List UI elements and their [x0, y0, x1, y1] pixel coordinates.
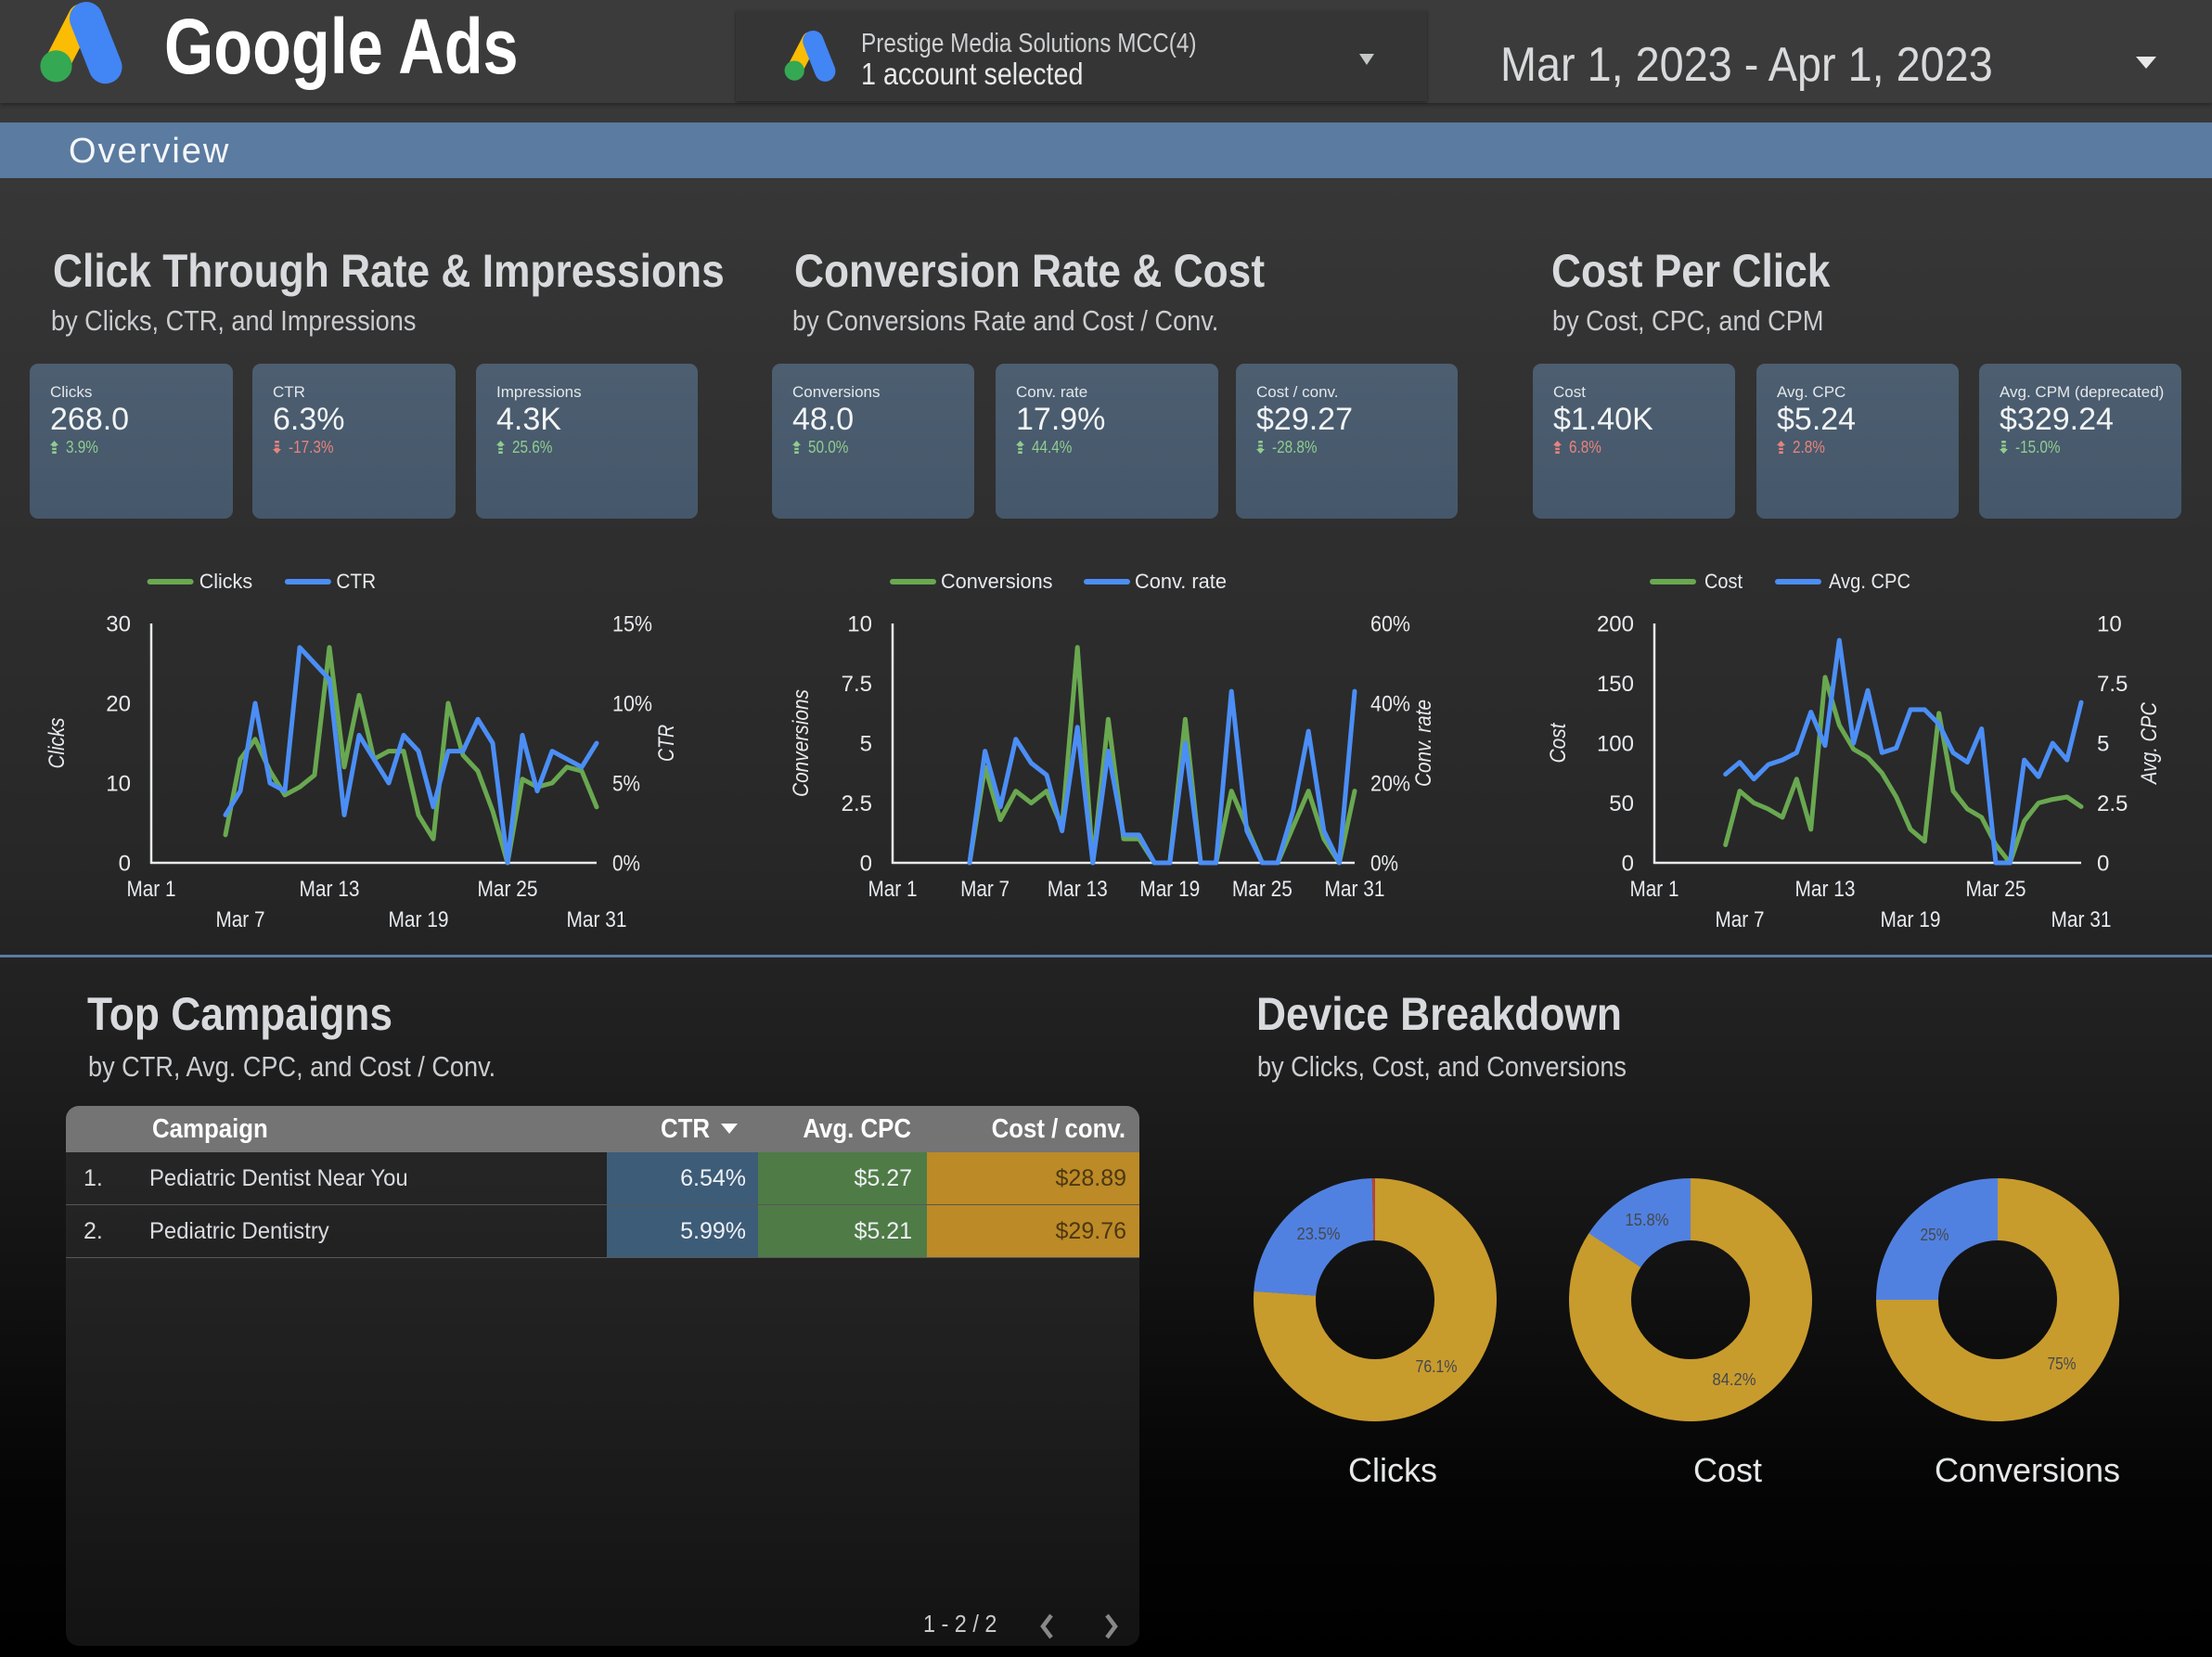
svg-text:Mar 13: Mar 13: [1048, 877, 1108, 902]
svg-text:Cost: Cost: [1704, 570, 1743, 593]
svg-text:Mar 19: Mar 19: [1881, 907, 1941, 932]
svg-text:Mar 25: Mar 25: [478, 877, 538, 902]
svg-text:15%: 15%: [612, 612, 652, 637]
svg-text:5: 5: [2097, 732, 2109, 757]
svg-text:Mar 19: Mar 19: [1139, 877, 1200, 902]
svg-text:Avg. CPC: Avg. CPC: [1829, 570, 1910, 593]
svg-text:30: 30: [106, 612, 131, 637]
svg-text:Mar 31: Mar 31: [1325, 877, 1385, 902]
svg-text:20%: 20%: [1370, 772, 1410, 797]
svg-text:0: 0: [119, 852, 131, 877]
svg-text:0: 0: [860, 852, 872, 877]
svg-text:150: 150: [1597, 672, 1634, 697]
svg-text:100: 100: [1597, 732, 1634, 757]
svg-text:76.1%: 76.1%: [1416, 1357, 1458, 1376]
svg-text:CTR: CTR: [654, 725, 679, 762]
svg-text:Mar 31: Mar 31: [567, 907, 627, 932]
svg-text:10%: 10%: [612, 692, 652, 717]
svg-text:Mar 31: Mar 31: [2051, 907, 2112, 932]
svg-text:5: 5: [860, 732, 872, 757]
svg-text:200: 200: [1597, 612, 1634, 637]
svg-text:0%: 0%: [1370, 852, 1398, 877]
svg-text:75%: 75%: [2048, 1355, 2077, 1373]
svg-text:0: 0: [1622, 852, 1634, 877]
svg-text:15.8%: 15.8%: [1626, 1211, 1669, 1229]
svg-text:50: 50: [1609, 791, 1634, 816]
svg-text:Conversions: Conversions: [941, 570, 1053, 593]
svg-text:Mar 25: Mar 25: [1966, 877, 2026, 902]
svg-text:Mar 19: Mar 19: [389, 907, 449, 932]
svg-text:Mar 25: Mar 25: [1232, 877, 1292, 902]
svg-text:60%: 60%: [1370, 612, 1410, 637]
svg-text:10: 10: [2097, 612, 2122, 637]
svg-text:0%: 0%: [612, 852, 640, 877]
svg-text:40%: 40%: [1370, 692, 1410, 717]
svg-text:Mar 1: Mar 1: [1630, 877, 1679, 902]
svg-text:7.5: 7.5: [2097, 672, 2128, 697]
svg-text:25%: 25%: [1921, 1226, 1949, 1244]
svg-text:2.5: 2.5: [2097, 791, 2128, 816]
svg-text:Mar 13: Mar 13: [1795, 877, 1856, 902]
svg-text:23.5%: 23.5%: [1297, 1225, 1341, 1243]
svg-text:Conversions: Conversions: [789, 689, 814, 797]
svg-text:Cost: Cost: [1546, 722, 1571, 763]
svg-text:Mar 7: Mar 7: [216, 907, 265, 932]
svg-text:84.2%: 84.2%: [1713, 1370, 1756, 1389]
svg-text:Clicks: Clicks: [45, 718, 70, 769]
svg-text:Mar 1: Mar 1: [868, 877, 918, 902]
svg-text:Avg. CPC: Avg. CPC: [2137, 701, 2162, 785]
svg-text:CTR: CTR: [336, 570, 376, 593]
svg-text:Mar 7: Mar 7: [960, 877, 1010, 902]
svg-text:10: 10: [106, 772, 131, 797]
svg-text:Mar 1: Mar 1: [127, 877, 176, 902]
svg-text:Conv. rate: Conv. rate: [1135, 570, 1227, 593]
svg-text:Conv. rate: Conv. rate: [1411, 700, 1436, 787]
svg-text:10: 10: [847, 612, 872, 637]
svg-text:0: 0: [2097, 852, 2109, 877]
svg-text:Mar 7: Mar 7: [1716, 907, 1765, 932]
svg-text:2.5: 2.5: [842, 791, 872, 816]
svg-text:20: 20: [106, 692, 131, 717]
svg-text:7.5: 7.5: [842, 672, 872, 697]
svg-text:5%: 5%: [612, 772, 640, 797]
svg-text:Clicks: Clicks: [199, 570, 252, 593]
svg-text:Mar 13: Mar 13: [300, 877, 360, 902]
